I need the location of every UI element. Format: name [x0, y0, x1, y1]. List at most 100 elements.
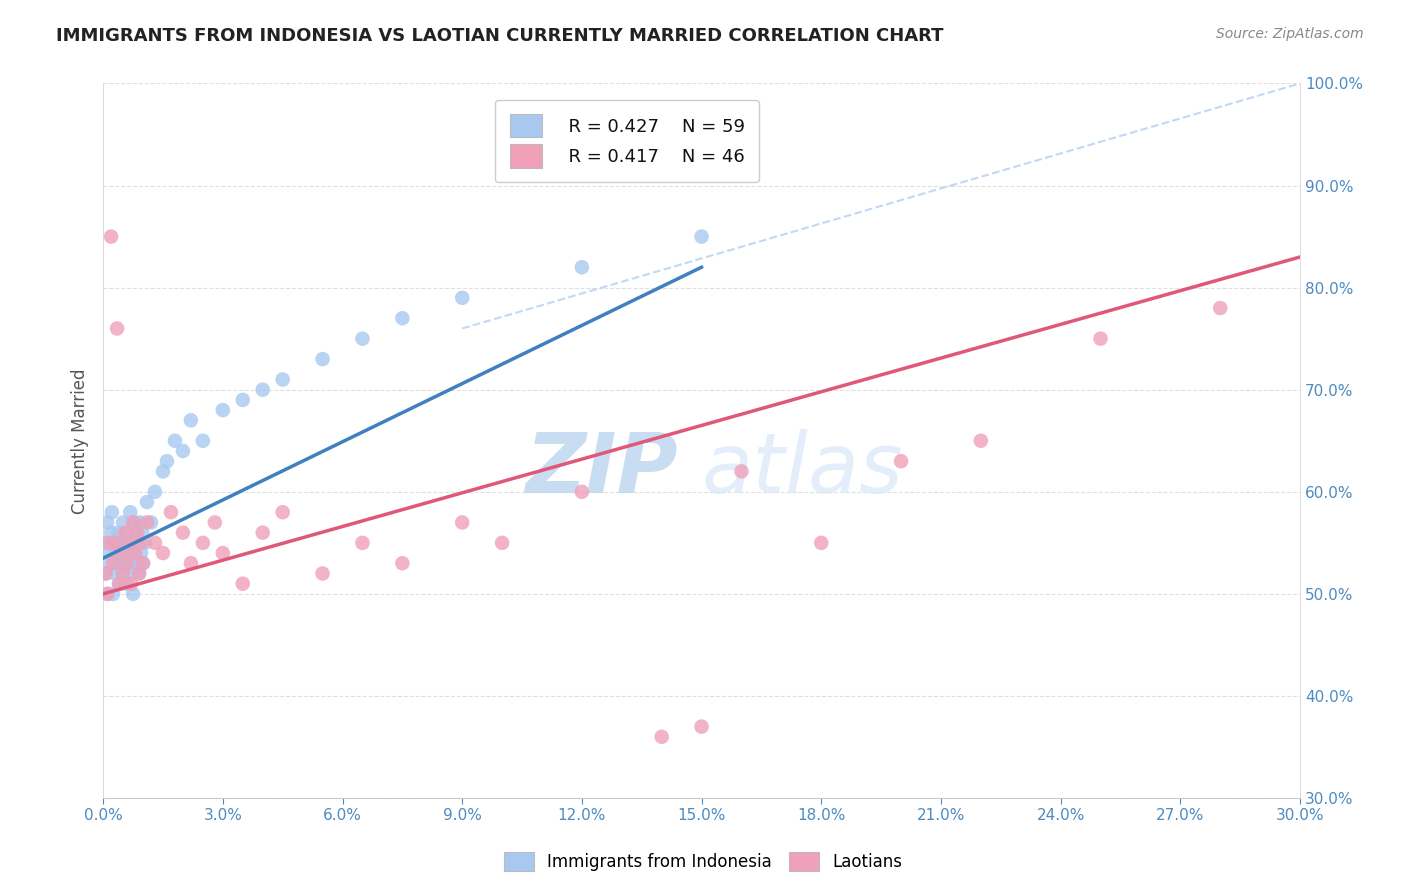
Point — [110, 546, 132, 560]
Point — [110, 546, 132, 560]
Point — [104, 536, 127, 550]
Point — [124, 546, 146, 560]
Point — [122, 587, 145, 601]
Point — [690, 720, 713, 734]
Point — [352, 332, 374, 346]
Point — [125, 525, 148, 540]
Text: ZIP: ZIP — [524, 429, 678, 510]
Point — [97, 587, 120, 601]
Point — [571, 484, 593, 499]
Point — [96, 587, 118, 601]
Point — [115, 525, 138, 540]
Point — [104, 566, 127, 581]
Point — [98, 536, 121, 550]
Point — [132, 556, 155, 570]
Point — [96, 516, 118, 530]
Point — [115, 576, 138, 591]
Point — [391, 556, 413, 570]
Point — [94, 566, 117, 581]
Point — [232, 576, 254, 591]
Point — [491, 536, 513, 550]
Point — [127, 536, 149, 550]
Point — [104, 546, 127, 560]
Point — [690, 229, 713, 244]
Point — [108, 536, 131, 550]
Point — [105, 321, 128, 335]
Point — [107, 525, 129, 540]
Point — [115, 556, 138, 570]
Point — [391, 311, 413, 326]
Text: Source: ZipAtlas.com: Source: ZipAtlas.com — [1216, 27, 1364, 41]
Point — [132, 556, 155, 570]
Point — [101, 587, 124, 601]
Point — [211, 546, 233, 560]
Point — [108, 576, 131, 591]
Point — [651, 730, 673, 744]
Point — [128, 566, 150, 581]
Point — [103, 536, 125, 550]
Point — [352, 536, 374, 550]
Point — [156, 454, 179, 468]
Point — [96, 566, 118, 581]
Point — [114, 525, 136, 540]
Point — [124, 546, 146, 560]
Point — [118, 556, 141, 570]
Point — [136, 516, 159, 530]
Point — [810, 536, 832, 550]
Point — [100, 229, 122, 244]
Point — [112, 566, 135, 581]
Point — [120, 505, 142, 519]
Legend: Immigrants from Indonesia, Laotians: Immigrants from Indonesia, Laotians — [496, 843, 910, 880]
Point — [111, 566, 134, 581]
Point — [121, 536, 143, 550]
Point — [163, 434, 186, 448]
Point — [1090, 332, 1112, 346]
Point — [172, 444, 194, 458]
Point — [211, 403, 233, 417]
Point — [117, 546, 139, 560]
Point — [118, 536, 141, 550]
Point — [252, 525, 274, 540]
Point — [112, 556, 135, 570]
Point — [128, 516, 150, 530]
Point — [108, 576, 131, 591]
Point — [129, 546, 152, 560]
Point — [131, 525, 153, 540]
Point — [311, 566, 333, 581]
Point — [100, 525, 122, 540]
Point — [160, 505, 183, 519]
Point — [271, 372, 294, 386]
Point — [311, 352, 333, 367]
Point — [191, 536, 214, 550]
Y-axis label: Currently Married: Currently Married — [72, 368, 89, 514]
Point — [98, 556, 121, 570]
Point — [139, 516, 162, 530]
Point — [890, 454, 912, 468]
Point — [101, 556, 124, 570]
Point — [191, 434, 214, 448]
Point — [143, 536, 166, 550]
Legend:   R = 0.427    N = 59,   R = 0.417    N = 46: R = 0.427 N = 59, R = 0.417 N = 46 — [495, 100, 759, 182]
Point — [232, 392, 254, 407]
Point — [180, 556, 202, 570]
Point — [105, 556, 128, 570]
Point — [252, 383, 274, 397]
Point — [125, 525, 148, 540]
Point — [180, 413, 202, 427]
Point — [120, 576, 142, 591]
Point — [120, 566, 142, 581]
Point — [94, 536, 117, 550]
Point — [112, 516, 135, 530]
Point — [172, 525, 194, 540]
Point — [125, 556, 148, 570]
Point — [134, 536, 156, 550]
Point — [101, 505, 124, 519]
Text: IMMIGRANTS FROM INDONESIA VS LAOTIAN CURRENTLY MARRIED CORRELATION CHART: IMMIGRANTS FROM INDONESIA VS LAOTIAN CUR… — [56, 27, 943, 45]
Point — [271, 505, 294, 519]
Text: atlas: atlas — [702, 429, 903, 510]
Point — [451, 516, 474, 530]
Point — [152, 464, 174, 478]
Point — [136, 495, 159, 509]
Point — [122, 516, 145, 530]
Point — [1209, 301, 1232, 315]
